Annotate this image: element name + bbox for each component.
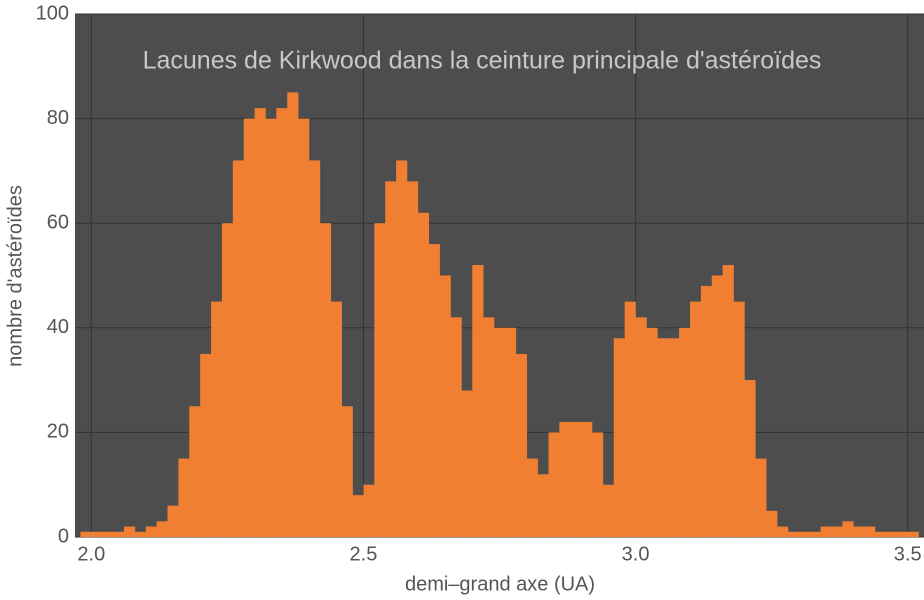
bar — [243, 118, 255, 537]
bar — [265, 118, 277, 537]
y-axis-label: nombre d'astéroïdes — [4, 185, 26, 367]
bar — [689, 301, 702, 537]
x-tick-label: 3.5 — [894, 543, 922, 565]
chart-title: Lacunes de Kirkwood dans la ceinture pri… — [143, 47, 822, 75]
bar — [613, 338, 625, 537]
bar — [200, 353, 212, 537]
y-tick-label: 100 — [36, 2, 69, 24]
bar — [211, 301, 223, 537]
bar — [287, 92, 299, 537]
y-tick-label: 80 — [47, 107, 69, 129]
bar — [581, 421, 593, 537]
bar — [907, 531, 919, 537]
bar — [483, 317, 495, 537]
bar — [439, 275, 451, 537]
y-tick-label: 60 — [47, 211, 69, 233]
bar — [221, 223, 234, 537]
bar — [309, 160, 321, 537]
bar — [570, 421, 582, 537]
bar — [842, 521, 854, 537]
bar — [766, 510, 778, 537]
bar — [341, 406, 353, 537]
bar — [864, 526, 876, 537]
bar — [548, 432, 560, 537]
bar — [330, 301, 342, 537]
x-axis-label: demi–grand axe (UA) — [405, 573, 595, 595]
bars — [80, 92, 919, 538]
bar — [679, 327, 691, 537]
bar — [798, 531, 811, 537]
bar — [406, 181, 419, 538]
x-tick-label: 2.0 — [77, 543, 105, 565]
bar — [189, 406, 201, 537]
bar — [102, 531, 114, 537]
x-tick-label: 2.5 — [350, 543, 378, 565]
bar — [123, 526, 136, 537]
bar — [276, 108, 288, 537]
bar — [777, 526, 789, 537]
bar — [668, 338, 680, 537]
bar — [875, 531, 887, 537]
bar — [396, 160, 408, 537]
bar — [526, 458, 538, 537]
bar — [374, 223, 386, 537]
bar — [711, 275, 723, 537]
bar — [91, 531, 103, 537]
bar — [515, 353, 528, 537]
bar — [700, 285, 713, 537]
bar — [646, 327, 658, 537]
x-tick-label: 3.0 — [622, 543, 650, 565]
bar — [232, 160, 245, 537]
bar — [298, 118, 310, 537]
bar — [559, 421, 571, 537]
bar — [494, 327, 506, 537]
bar — [602, 484, 615, 537]
bar — [896, 531, 908, 537]
bar — [635, 317, 647, 537]
bar — [744, 380, 756, 537]
bar — [113, 531, 125, 537]
bar — [319, 223, 332, 537]
bar — [352, 495, 364, 537]
bar — [134, 531, 147, 537]
bar — [461, 390, 473, 537]
bar — [167, 505, 179, 537]
bar — [178, 458, 190, 537]
bar — [363, 484, 375, 537]
y-tick-label: 40 — [47, 316, 69, 338]
bar — [624, 301, 636, 537]
bar — [450, 317, 462, 537]
bar — [722, 265, 734, 537]
bar — [156, 521, 168, 537]
y-tick-label: 20 — [47, 421, 69, 443]
bar — [885, 531, 898, 537]
bar — [417, 212, 430, 538]
y-tick-label: 0 — [58, 525, 69, 547]
bar — [385, 181, 397, 538]
bar — [80, 531, 92, 537]
bar — [657, 338, 669, 537]
bar — [809, 531, 821, 537]
bar — [755, 458, 767, 537]
bar — [820, 526, 832, 537]
bar — [145, 526, 157, 537]
bar — [831, 526, 843, 537]
bar — [853, 526, 865, 537]
bar — [472, 265, 484, 537]
bar — [733, 301, 745, 537]
bar — [537, 474, 549, 537]
bar — [428, 244, 440, 537]
bar — [787, 531, 800, 537]
bar — [504, 327, 517, 537]
bar — [592, 432, 604, 537]
bar — [254, 108, 266, 537]
